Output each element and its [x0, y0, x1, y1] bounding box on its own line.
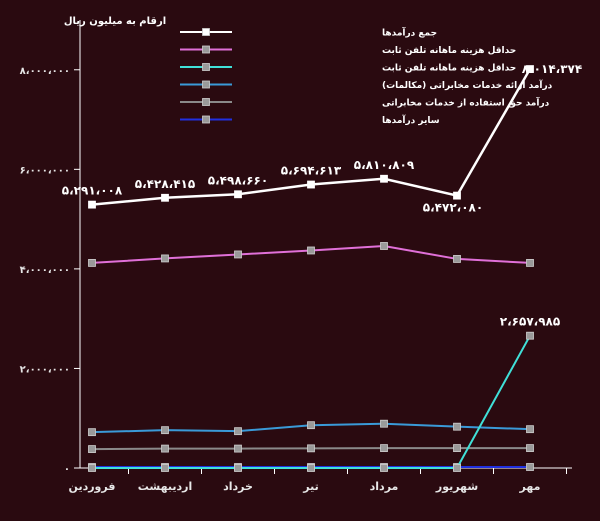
data-point [526, 463, 534, 471]
data-point [234, 444, 242, 453]
legend-swatch-marker [202, 28, 210, 36]
x-tick-label: شهریور [435, 480, 478, 493]
data-point [234, 427, 242, 436]
data-point [380, 242, 388, 250]
legend-swatch-marker [202, 63, 210, 71]
data-label: ۵،۶۹۴،۶۱۳ [281, 164, 342, 178]
data-point [234, 464, 242, 472]
data-label: ۵،۲۹۱،۰۰۸ [62, 184, 123, 198]
data-label: ۵،۸۱۰،۸۰۹ [354, 158, 415, 172]
data-point [453, 191, 461, 200]
y-tick-label: ۰ [64, 464, 70, 475]
y-tick-label: ۲،۰۰۰،۰۰۰ [20, 364, 70, 375]
data-label: ۵،۴۲۸،۴۱۵ [135, 177, 195, 191]
legend-item: حداقل هزینه ماهانه تلفن ثابت [180, 45, 516, 56]
y-tick-label: ۸،۰۰۰،۰۰۰ [20, 66, 70, 77]
series-1 [88, 242, 534, 267]
data-point [161, 464, 169, 472]
x-tick-label: تیر [302, 480, 318, 493]
data-point [88, 464, 96, 472]
data-point [161, 426, 169, 435]
data-point [88, 445, 96, 453]
legend-label: حداقل هزینه ماهانه تلفن ثابت [382, 64, 516, 74]
data-point [161, 444, 169, 453]
data-point [453, 255, 461, 263]
data-point [161, 193, 169, 202]
data-point [526, 331, 534, 340]
data-point [380, 419, 388, 428]
x-tick-label: اردیبهشت [138, 480, 192, 493]
y-tick-label: ۶،۰۰۰،۰۰۰ [20, 165, 70, 176]
data-point [161, 254, 169, 263]
data-point [380, 464, 388, 472]
data-point [453, 444, 461, 452]
x-tick-label: فروردین [69, 480, 116, 493]
data-point [307, 421, 315, 430]
legend-swatch-marker [202, 115, 210, 124]
data-point [88, 259, 96, 267]
data-point [526, 425, 534, 434]
data-label: ۵،۴۹۸،۶۶۰ [208, 173, 268, 187]
unit-label: ارقام به میلیون ریال [64, 16, 166, 27]
legend-label: جمع درآمدها [382, 27, 437, 39]
data-point [88, 428, 96, 437]
legend-item: درآمد حق استفاده از خدمات مخابراتی [180, 97, 550, 109]
data-point [526, 444, 534, 452]
data-point [380, 174, 388, 183]
series-2 [88, 331, 534, 472]
data-point [234, 250, 242, 259]
legend-label: درآمد حق استفاده از خدمات مخابراتی [382, 97, 550, 109]
legend-label: سایر درآمدها [382, 114, 440, 126]
data-label: ۲،۶۵۷،۹۸۵ [500, 315, 560, 329]
data-point [380, 444, 388, 452]
y-tick-label: ۴،۰۰۰،۰۰۰ [20, 265, 70, 276]
series-4 [88, 444, 534, 453]
data-point [526, 259, 534, 267]
legend-label: حداقل هزینه ماهانه تلفن ثابت [382, 46, 516, 56]
legend-swatch-marker [202, 98, 210, 106]
data-label: ۸،۰۱۴،۳۷۴ [522, 62, 582, 76]
data-point [307, 444, 315, 453]
x-tick-label: مرداد [370, 480, 399, 493]
series-3 [88, 419, 534, 437]
data-point [307, 464, 315, 472]
data-point [234, 190, 242, 199]
legend-swatch-marker [202, 45, 210, 54]
series-0 [88, 65, 534, 209]
legend-item: درآمد ارائه خدمات مخابراتی (مکالمات) [180, 79, 553, 91]
data-point [453, 422, 461, 431]
data-point [88, 200, 96, 209]
legend-swatch-marker [202, 80, 210, 89]
data-point [307, 180, 315, 189]
legend-item: سایر درآمدها [180, 114, 440, 126]
data-point [453, 464, 461, 472]
x-tick-label: مهر [519, 480, 541, 493]
x-tick-label: خرداد [223, 480, 253, 493]
legend-item: حداقل هزینه ماهانه تلفن ثابت [180, 63, 516, 74]
legend-label: درآمد ارائه خدمات مخابراتی (مکالمات) [382, 79, 553, 91]
legend-item: جمع درآمدها [180, 27, 437, 39]
data-point [526, 65, 534, 73]
legend: جمع درآمدها حداقل هزینه ماهانه تلفن ثابت ح… [180, 27, 553, 126]
series-layer: ۵،۲۹۱،۰۰۸ ۵،۴۲۸،۴۱۵ ۵،۴۹۸،۶۶۰ ۵،۶۹۴،۶۱۳ ۵،۸۱… [62, 62, 582, 472]
data-point [307, 246, 315, 255]
data-label: ۵،۴۷۲،۰۸۰ [423, 201, 483, 215]
